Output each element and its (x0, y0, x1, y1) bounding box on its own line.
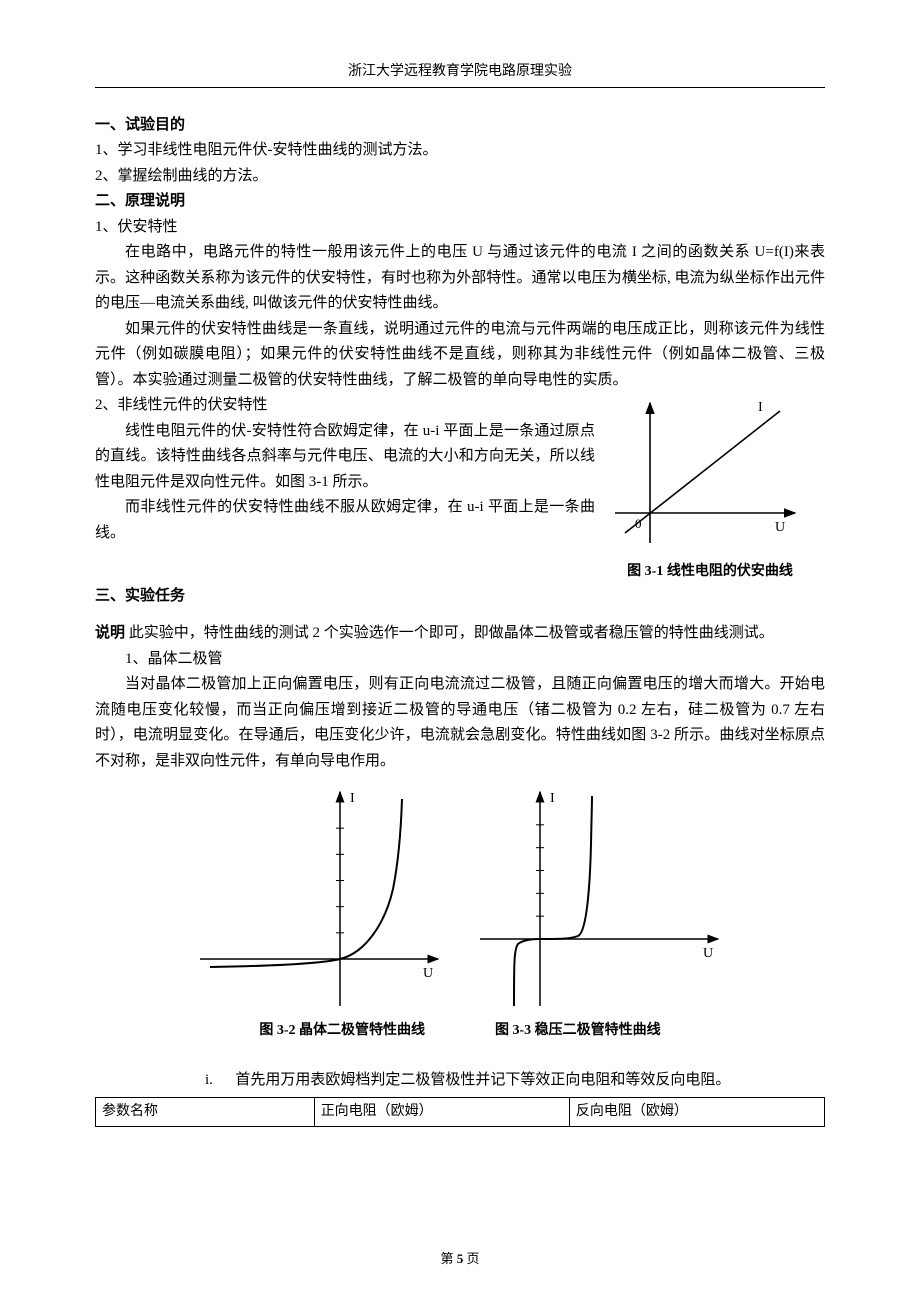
cell-reverse-r: 反向电阻（欧姆） (569, 1098, 824, 1127)
figure-3-2-caption: 图 3-2 晶体二极管特性曲线 (259, 1019, 425, 1043)
s2-p1: 在电路中，电路元件的特性一般用该元件上的电压 U 与通过该元件的电流 I 之间的… (95, 240, 825, 317)
cell-forward-r: 正向电阻（欧姆） (314, 1098, 569, 1127)
sub-item-num: i. (205, 1072, 213, 1088)
header-rule (95, 87, 825, 88)
params-table: 参数名称 正向电阻（欧姆） 反向电阻（欧姆） (95, 1097, 825, 1127)
table-row: 参数名称 正向电阻（欧姆） 反向电阻（欧姆） (96, 1098, 825, 1127)
cell-param-name: 参数名称 (96, 1098, 315, 1127)
s3-p1: 当对晶体二极管加上正向偏置电压，则有正向电流流过二极管，且随正向偏置电压的增大而… (95, 672, 825, 774)
section-2-title: 二、原理说明 (95, 189, 825, 215)
sub-item-i: i. 首先用万用表欧姆档判定二极管极性并记下等效正向电阻和等效反向电阻。 (205, 1068, 825, 1094)
s2-p2: 如果元件的伏安特性曲线是一条直线，说明通过元件的电流与元件两端的电压成正比，则称… (95, 317, 825, 394)
s1-p1: 1、学习非线性电阻元件伏-安特性曲线的测试方法。 (95, 138, 825, 164)
figure-3-1-container: I U 0 图 3-1 线性电阻的伏安曲线 (595, 393, 825, 583)
figure-3-3-caption: 图 3-3 稳压二极管特性曲线 (495, 1019, 661, 1043)
figure-3-3-chart: IU (470, 784, 730, 1014)
svg-text:I: I (550, 791, 555, 806)
figures-row: IU IU (95, 784, 825, 1014)
figures-captions-row: 图 3-2 晶体二极管特性曲线 图 3-3 稳压二极管特性曲线 (95, 1019, 825, 1043)
svg-text:I: I (350, 791, 355, 806)
footer-suffix: 页 (463, 1251, 479, 1266)
page-header: 浙江大学远程教育学院电路原理实验 (95, 60, 825, 84)
s3-sub1: 1、晶体二极管 (95, 647, 825, 673)
figure-3-1-chart: I U 0 (610, 393, 810, 548)
svg-text:U: U (703, 946, 713, 961)
s2-p4: 而非线性元件的伏安特性曲线不服从欧姆定律，在 u-i 平面上是一条曲线。 (95, 495, 595, 546)
footer-prefix: 第 (440, 1251, 456, 1266)
svg-text:U: U (775, 520, 785, 535)
figure-3-1-caption: 图 3-1 线性电阻的伏安曲线 (595, 560, 825, 584)
s2-sub2: 2、非线性元件的伏安特性 (95, 393, 595, 419)
svg-text:U: U (423, 966, 433, 981)
note-text: 此实验中，特性曲线的测试 2 个实验选作一个即可，即做晶体二极管或者稳压管的特性… (125, 625, 774, 641)
page-footer: 第 5 页 (0, 1248, 920, 1270)
page: 浙江大学远程教育学院电路原理实验 一、试验目的 1、学习非线性电阻元件伏-安特性… (0, 0, 920, 1302)
s2-p3: 线性电阻元件的伏-安特性符合欧姆定律，在 u-i 平面上是一条通过原点的直线。该… (95, 419, 595, 496)
section-3-title: 三、实验任务 (95, 584, 825, 610)
text-with-figure-3-1: 2、非线性元件的伏安特性 线性电阻元件的伏-安特性符合欧姆定律，在 u-i 平面… (95, 393, 825, 583)
s3-note: 说明 此实验中，特性曲线的测试 2 个实验选作一个即可，即做晶体二极管或者稳压管… (95, 621, 825, 647)
note-label: 说明 (95, 625, 125, 641)
svg-text:I: I (758, 400, 763, 415)
figure-3-2-chart: IU (190, 784, 450, 1014)
s1-p2: 2、掌握绘制曲线的方法。 (95, 164, 825, 190)
s2-sub1: 1、伏安特性 (95, 215, 825, 241)
section-1-title: 一、试验目的 (95, 113, 825, 139)
sub-item-text: 首先用万用表欧姆档判定二极管极性并记下等效正向电阻和等效反向电阻。 (235, 1072, 730, 1088)
svg-text:0: 0 (635, 516, 642, 531)
text-column: 2、非线性元件的伏安特性 线性电阻元件的伏-安特性符合欧姆定律，在 u-i 平面… (95, 393, 595, 546)
